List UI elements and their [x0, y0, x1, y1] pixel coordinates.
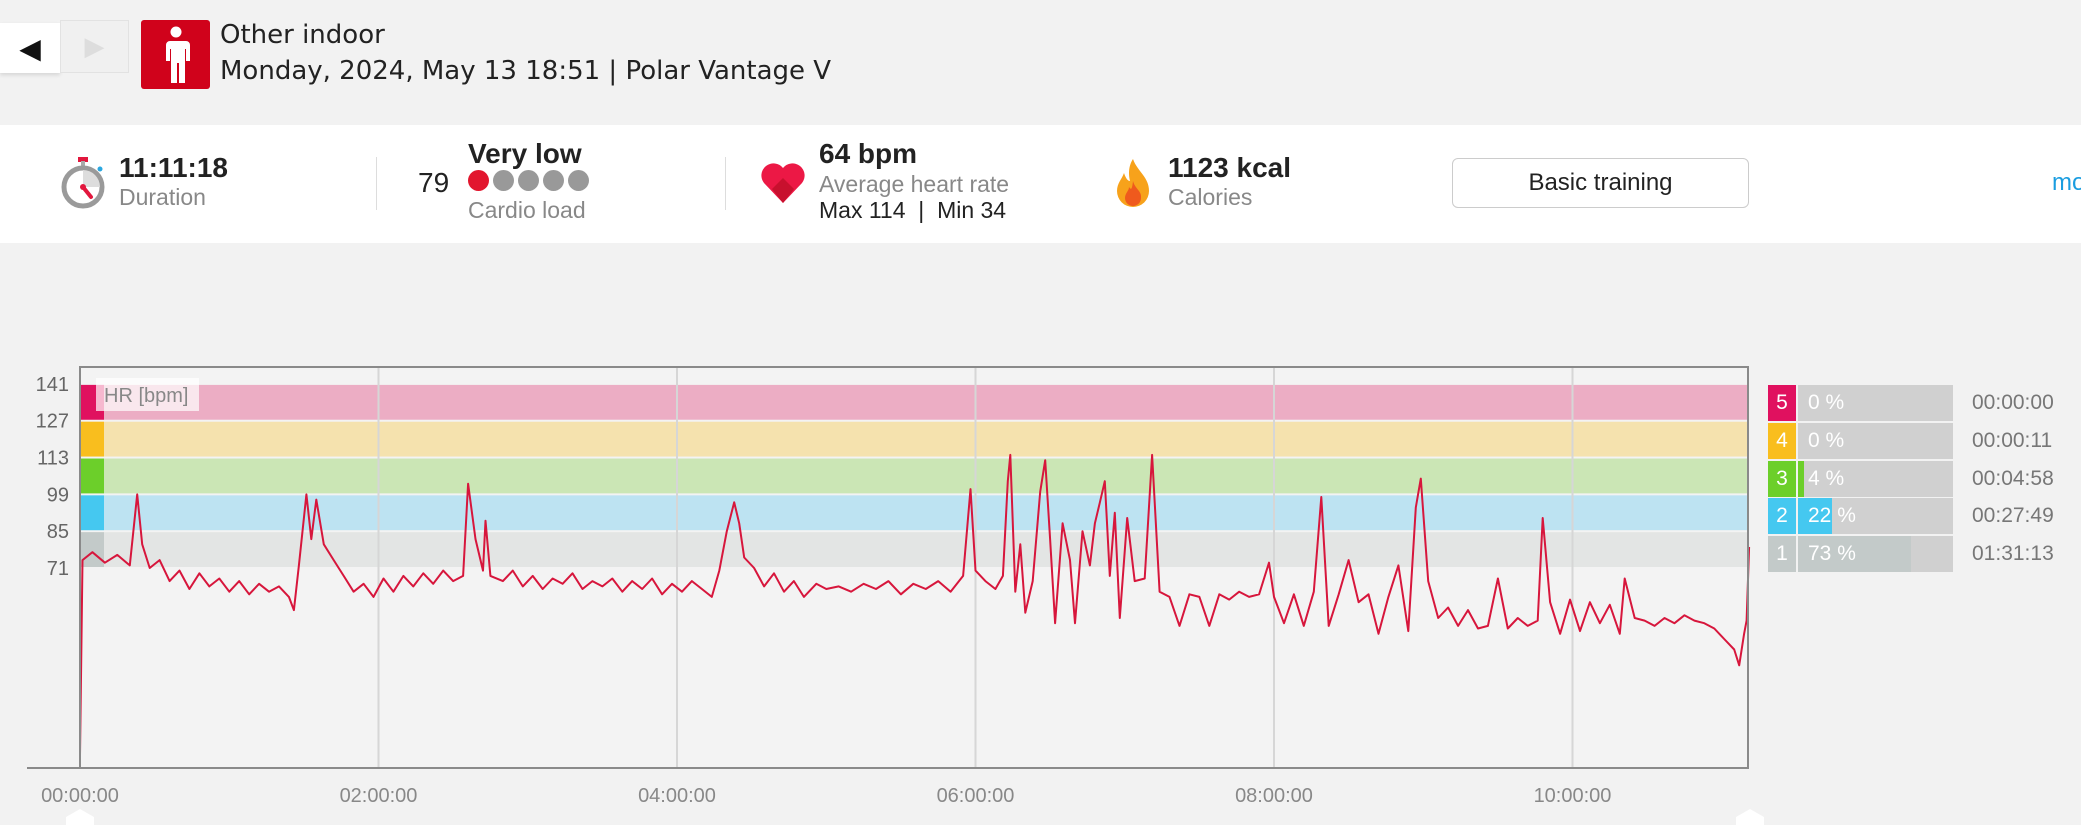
level-dot	[568, 170, 589, 191]
flame-icon	[1113, 157, 1153, 214]
zone-bar: 73 %	[1798, 536, 1953, 573]
triangle-right-icon: ▶	[84, 31, 105, 61]
plot-frame	[79, 366, 1749, 769]
zone-marker-1	[80, 532, 104, 567]
zone-band-4	[80, 421, 1748, 457]
zone-band-2	[80, 495, 1748, 531]
zone-time: 00:00:11	[1972, 428, 2053, 452]
zone-band-1	[80, 532, 1748, 567]
x-tick-label: 08:00:00	[1235, 785, 1313, 807]
duration-label: Duration	[119, 184, 206, 210]
previous-exercise-button[interactable]: ◀	[0, 23, 60, 73]
zone-row-5: 5 0 % 00:00:00	[1768, 385, 2054, 421]
zone-band-5	[80, 384, 1748, 420]
cardio-load-value: 79	[418, 167, 450, 198]
sport-title: Other indoor	[220, 20, 385, 50]
zone-bar: 0 %	[1798, 385, 1953, 421]
calories-label: Calories	[1168, 184, 1253, 210]
more-link[interactable]: mo	[2052, 169, 2081, 196]
calories-value: 1123 kcal	[1168, 152, 1292, 183]
x-tick-label: 02:00:00	[340, 785, 418, 807]
zone-time: 00:27:49	[1972, 504, 2054, 528]
zone-bar: 0 %	[1798, 422, 1953, 459]
range-handle-right[interactable]	[1736, 809, 1764, 825]
zone-band-3	[80, 458, 1748, 494]
zone-marker-4	[80, 421, 104, 457]
avg-hr-label: Average heart rate	[819, 171, 1010, 197]
zone-percent: 73 %	[1808, 542, 1856, 566]
zone-percent: 0 %	[1808, 391, 1845, 414]
zone-bar: 22 %	[1798, 498, 1953, 535]
y-tick-label: 113	[37, 448, 69, 470]
divider	[376, 157, 377, 210]
zone-row-4: 4 0 % 00:00:11	[1768, 422, 2052, 459]
cardio-load-level: Very low	[468, 138, 582, 169]
zone-marker-2	[80, 495, 104, 531]
zone-bar: 4 %	[1798, 460, 1953, 497]
training-benefit-button[interactable]: Basic training	[1452, 158, 1749, 208]
zone-number: 3	[1768, 460, 1796, 497]
y-tick-label: 127	[36, 411, 69, 433]
zone-bar-fill	[1798, 498, 1833, 535]
separator: |	[918, 197, 925, 223]
zone-number: 2	[1768, 498, 1796, 535]
x-tick-label: 00:00:00	[41, 785, 119, 807]
range-handle-left[interactable]	[66, 809, 94, 825]
person-standing-icon	[141, 20, 210, 89]
zone-number: 1	[1768, 536, 1796, 573]
zone-percent: 0 %	[1808, 428, 1845, 452]
zone-time: 00:04:58	[1972, 466, 2054, 490]
duration-value: 11:11:18	[119, 152, 228, 183]
zone-percent: 4 %	[1808, 466, 1845, 490]
zone-marker-3	[80, 458, 104, 494]
y-tick-label: 99	[47, 484, 69, 506]
cardio-load-label: Cardio load	[468, 197, 586, 223]
y-tick-label: 71	[47, 558, 69, 580]
level-dot	[518, 170, 539, 191]
zone-bar-fill	[1798, 460, 1805, 497]
hr-max: Max 114	[819, 197, 906, 223]
cardio-load-dots	[468, 170, 593, 196]
hr-label-box	[96, 378, 199, 411]
level-dot	[543, 170, 564, 191]
hr-series-line	[79, 453, 1751, 755]
zone-number: 5	[1768, 385, 1796, 421]
zone-percent: 22 %	[1808, 504, 1856, 528]
zone-row-2: 2 22 % 00:27:49	[1768, 498, 2054, 535]
zone-row-1: 1 73 % 01:31:13	[1768, 536, 2054, 573]
y-axis-label: HR [bpm]	[104, 385, 188, 407]
exercise-subtitle: Monday, 2024, May 13 18:51 | Polar Vanta…	[220, 56, 832, 86]
triangle-left-icon: ◀	[19, 32, 41, 64]
hr-min: Min 34	[937, 197, 1007, 223]
x-tick-label: 06:00:00	[937, 785, 1015, 807]
zone-time: 01:31:13	[1972, 542, 2054, 566]
heart-icon	[760, 161, 806, 210]
next-exercise-button[interactable]: ▶	[60, 20, 129, 73]
zone-number: 4	[1768, 422, 1796, 459]
y-tick-label: 85	[47, 521, 69, 543]
level-dot	[493, 170, 514, 191]
zone-row-3: 3 4 % 00:04:58	[1768, 460, 2054, 497]
x-tick-label: 10:00:00	[1534, 785, 1612, 807]
stopwatch-icon	[61, 157, 107, 214]
hr-max-min: Max 114 | Min 34	[819, 197, 1006, 224]
x-tick-label: 04:00:00	[638, 785, 716, 807]
zone-time: 00:00:00	[1972, 391, 2054, 414]
divider	[725, 157, 726, 210]
zone-bar-fill	[1798, 536, 1912, 573]
avg-hr-value: 64 bpm	[819, 138, 918, 169]
level-dot-filled	[468, 170, 489, 191]
y-tick-label: 141	[36, 374, 69, 396]
summary-bar: 11:11:18 Duration 79 Very low Cardio loa…	[0, 125, 2081, 243]
